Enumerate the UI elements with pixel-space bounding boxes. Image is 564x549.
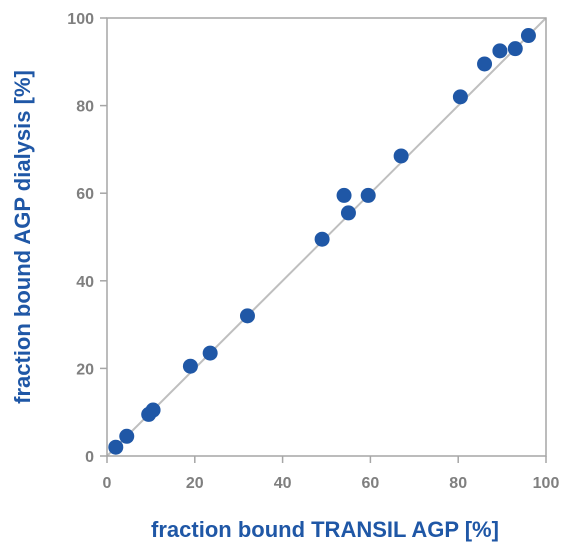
x-tick-label: 20 xyxy=(186,475,204,492)
x-tick-label: 40 xyxy=(274,475,292,492)
y-tick-label: 20 xyxy=(76,361,94,378)
axes xyxy=(100,17,547,463)
data-point xyxy=(314,231,330,247)
x-tick-label: 60 xyxy=(362,475,380,492)
data-point xyxy=(393,148,409,164)
data-point xyxy=(336,187,352,203)
data-point xyxy=(340,205,356,221)
x-tick-label: 80 xyxy=(449,475,467,492)
data-point xyxy=(477,56,493,72)
data-point xyxy=(507,41,523,57)
data-points xyxy=(108,28,536,455)
y-tick-label: 40 xyxy=(76,274,94,291)
data-point xyxy=(520,28,536,44)
y-tick-label: 0 xyxy=(85,449,94,466)
data-point xyxy=(239,308,255,324)
y-tick-label: 100 xyxy=(67,11,94,28)
data-point xyxy=(202,345,218,361)
tick-labels: 0 20 40 60 80 100 0 20 40 60 80 100 xyxy=(67,11,559,492)
x-axis-title: fraction bound TRANSIL AGP [%] xyxy=(151,517,499,542)
plot-frame xyxy=(106,17,547,457)
data-point xyxy=(492,43,508,59)
x-tick-label: 0 xyxy=(103,475,112,492)
data-point xyxy=(182,358,198,374)
y-tick-label: 60 xyxy=(76,186,94,203)
data-point xyxy=(145,402,161,418)
y-axis-title: fraction bound AGP dialysis [%] xyxy=(10,70,35,404)
y-tick-label: 80 xyxy=(76,99,94,116)
data-point xyxy=(108,439,124,455)
x-tick-label: 100 xyxy=(533,475,560,492)
data-point xyxy=(360,187,376,203)
data-point xyxy=(119,428,135,444)
data-point xyxy=(452,89,468,105)
